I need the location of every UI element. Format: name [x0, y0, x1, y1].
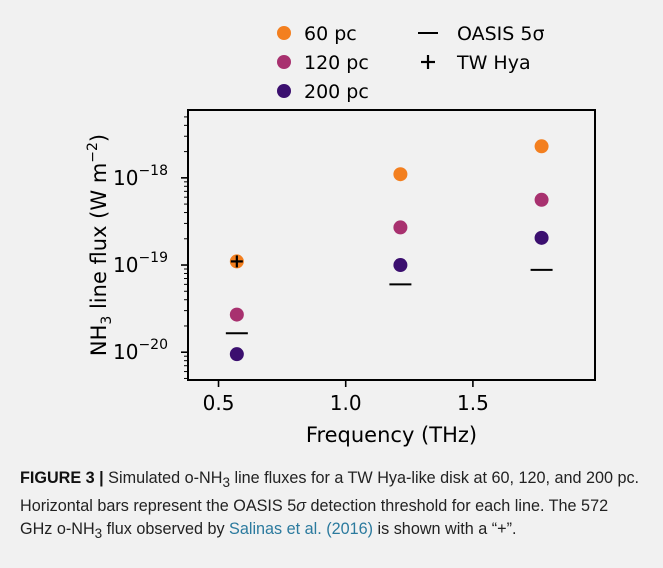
data-point	[229, 347, 244, 362]
y-axis-label-end: )	[87, 134, 111, 142]
data-point	[393, 167, 408, 182]
caption-text-4: flux observed by	[102, 520, 230, 539]
plot-area-frame	[187, 109, 596, 381]
caption-text-2: line fluxes for a TW Hya-like disk at 60…	[20, 469, 640, 515]
legend: 60 pc 120 pc 200 pc OASIS 5σ TW Hya	[277, 23, 545, 103]
legend-marker	[277, 84, 291, 98]
caption-citation-link[interactable]: Salinas et al. (2016)	[229, 520, 374, 539]
caption-text-5: is shown with a “+”.	[373, 520, 517, 539]
axis-ticks: 0.5 1.0 1.5 10−18 10−19 10−20	[113, 116, 489, 415]
legend-entry-label: 200 pc	[304, 81, 369, 103]
y-axis-label-main: NH	[87, 325, 111, 357]
y-axis-label-sup: −2	[85, 142, 101, 163]
caption-text-3: detection threshold for each line. The 5…	[20, 496, 609, 539]
data-point	[393, 220, 408, 235]
scatter-chart: 60 pc 120 pc 200 pc OASIS 5σ TW Hya 0.5 1.0 1.…	[85, 23, 596, 447]
legend-marker	[277, 55, 291, 69]
x-tick-label: 0.5	[203, 391, 235, 415]
x-axis-label: Frequency (THz)	[306, 423, 477, 447]
legend-entry-label: TW Hya	[456, 52, 531, 74]
legend-entry-label: 120 pc	[304, 52, 369, 74]
y-axis-label: NH3 line flux (W m−2)	[85, 134, 115, 356]
y-tick-label: 10−18	[113, 163, 168, 190]
y-axis-label-sub: 3	[99, 316, 115, 325]
data-point	[229, 307, 244, 322]
data-point	[534, 230, 549, 245]
caption-text-1: Simulated o-NH	[103, 469, 223, 487]
legend-marker	[277, 26, 291, 40]
data-point	[534, 139, 549, 154]
data-point	[393, 258, 408, 273]
caption-sub-1: 3	[222, 475, 230, 491]
figure-caption: FIGURE 3 | Simulated o-NH3 line fluxes f…	[20, 467, 640, 546]
caption-label: FIGURE 3 |	[20, 469, 104, 487]
chart-marks	[225, 139, 553, 362]
data-point	[534, 192, 549, 207]
caption-sub-2: 3	[94, 526, 103, 542]
legend-entry-label: 60 pc	[304, 23, 357, 45]
caption-sigma: σ	[296, 496, 306, 515]
y-tick-label: 10−19	[113, 250, 168, 277]
y-tick-label: 10−20	[113, 337, 168, 364]
x-tick-label: 1.5	[457, 391, 489, 415]
x-tick-label: 1.0	[330, 391, 362, 415]
legend-entry-label: OASIS 5σ	[457, 23, 545, 45]
y-axis-label-rest: line flux (W m	[87, 163, 111, 316]
